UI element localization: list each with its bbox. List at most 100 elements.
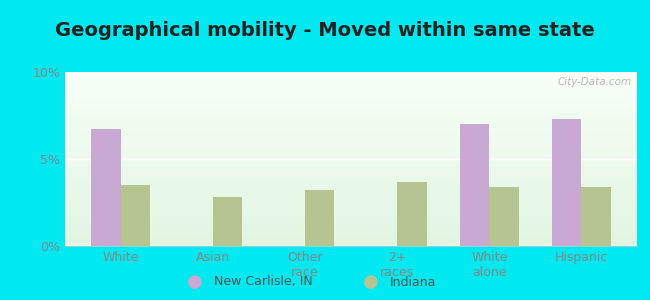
Bar (65, 190, 637, 192)
Bar (65, 136, 637, 138)
Bar (65, 114, 637, 116)
Bar (65, 232, 637, 234)
Bar (65, 119, 637, 121)
Bar (65, 142, 637, 143)
Bar (65, 105, 637, 107)
Bar (65, 220, 637, 222)
Bar (65, 239, 637, 241)
Bar (65, 133, 637, 135)
Bar (120, 185, 150, 246)
Bar (65, 128, 637, 129)
Bar (65, 227, 637, 229)
Bar (65, 197, 637, 199)
Bar (65, 216, 637, 218)
Bar (65, 116, 637, 117)
Bar (65, 230, 637, 232)
Bar (65, 244, 637, 246)
Bar (65, 79, 637, 81)
Bar (65, 215, 637, 216)
Bar (489, 187, 519, 246)
Text: ●: ● (187, 273, 203, 291)
Bar (65, 206, 637, 208)
Bar (65, 93, 637, 94)
Bar (65, 77, 637, 79)
Text: New Carlisle, IN: New Carlisle, IN (214, 275, 313, 289)
Bar (65, 178, 637, 180)
Bar (65, 241, 637, 242)
Bar (65, 225, 637, 227)
Bar (65, 229, 637, 230)
Bar (65, 201, 637, 203)
Bar (65, 74, 637, 76)
Bar (65, 173, 637, 175)
Bar (65, 211, 637, 213)
Bar (65, 124, 637, 126)
Bar (65, 161, 637, 163)
Bar (65, 180, 637, 182)
Bar (65, 182, 637, 183)
Bar (65, 86, 637, 88)
Bar (65, 237, 637, 239)
Bar (65, 242, 637, 244)
Bar (65, 81, 637, 82)
Bar (65, 117, 637, 119)
Bar (65, 196, 637, 197)
Bar (65, 91, 637, 93)
Bar (65, 88, 637, 89)
Bar (65, 84, 637, 86)
Bar (65, 222, 637, 224)
Text: City-Data.com: City-Data.com (557, 77, 631, 87)
Bar (65, 100, 637, 102)
Bar (305, 190, 334, 246)
Bar (65, 202, 637, 204)
Bar (65, 129, 637, 131)
Bar (397, 182, 426, 246)
Bar (65, 209, 637, 211)
Bar (65, 102, 637, 103)
Bar (65, 236, 637, 237)
Bar (65, 159, 637, 161)
Bar (65, 192, 637, 194)
Bar (65, 131, 637, 133)
Text: ●: ● (363, 273, 378, 291)
Bar (65, 138, 637, 140)
Bar (65, 189, 637, 190)
Bar (552, 119, 582, 246)
Bar (65, 135, 637, 137)
Bar (65, 175, 637, 176)
Bar (65, 96, 637, 98)
Bar (213, 197, 242, 246)
Bar (65, 176, 637, 178)
Text: Geographical mobility - Moved within same state: Geographical mobility - Moved within sam… (55, 21, 595, 40)
Bar (65, 155, 637, 157)
Bar (65, 152, 637, 154)
Bar (65, 147, 637, 148)
Bar (582, 187, 611, 246)
Bar (65, 166, 637, 168)
Bar (65, 208, 637, 209)
Bar (65, 145, 637, 147)
Bar (65, 103, 637, 105)
Bar (65, 224, 637, 225)
Bar (65, 171, 637, 173)
Bar (65, 185, 637, 187)
Bar (65, 121, 637, 122)
Bar (91, 129, 120, 246)
Bar (65, 164, 637, 166)
Bar (65, 94, 637, 96)
Bar (65, 163, 637, 164)
Bar (65, 143, 637, 145)
Bar (65, 194, 637, 196)
Bar (65, 126, 637, 128)
Bar (65, 150, 637, 152)
Text: Indiana: Indiana (390, 275, 436, 289)
Bar (65, 154, 637, 155)
Bar (460, 124, 489, 246)
Bar (65, 112, 637, 114)
Bar (65, 109, 637, 110)
Bar (65, 98, 637, 100)
Bar (65, 157, 637, 159)
Bar (65, 187, 637, 189)
Bar (65, 89, 637, 91)
Bar (65, 82, 637, 84)
